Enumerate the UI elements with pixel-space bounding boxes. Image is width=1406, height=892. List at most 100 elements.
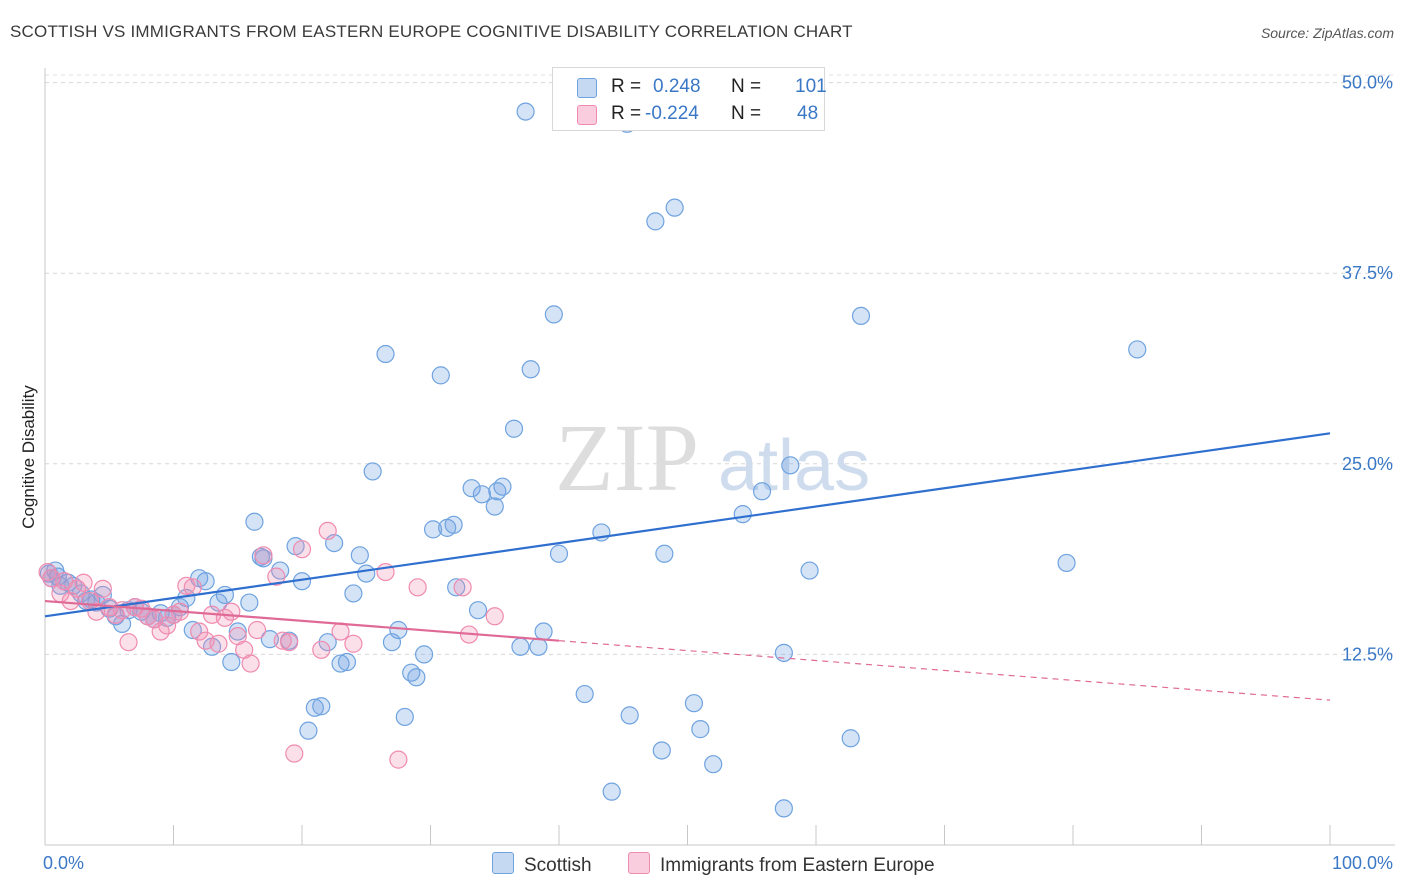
bottom-legend-scottish: Scottish <box>492 852 592 877</box>
point-scottish <box>431 366 450 385</box>
point-scottish <box>774 799 793 818</box>
point-immigrants <box>177 576 196 595</box>
point-immigrants <box>190 622 209 641</box>
point-scottish <box>752 482 772 501</box>
point-scottish <box>363 462 382 481</box>
point-immigrants <box>280 633 299 652</box>
point-scottish <box>511 637 530 656</box>
point-scottish <box>472 485 491 504</box>
legend-swatch-immigrants <box>577 105 597 125</box>
point-scottish <box>684 694 704 713</box>
point-scottish <box>414 645 434 664</box>
point-immigrants <box>74 573 93 592</box>
point-scottish <box>240 593 259 612</box>
legend-n-label: N = <box>731 103 762 124</box>
legend-r-value: 0.248 <box>653 76 701 97</box>
axes <box>44 68 1395 846</box>
point-immigrants <box>344 634 363 653</box>
point-scottish <box>485 497 504 516</box>
point-scottish <box>691 720 710 739</box>
point-scottish <box>549 544 569 563</box>
bottom-legend-swatch-scottish <box>492 852 514 874</box>
trend-line-immigrants <box>44 599 560 642</box>
point-scottish <box>228 622 247 641</box>
point-scottish <box>781 456 800 475</box>
point-immigrants <box>273 631 292 650</box>
point-scottish <box>655 544 674 563</box>
point-immigrants <box>222 602 241 621</box>
point-scottish <box>183 620 202 640</box>
point-scottish <box>444 515 463 534</box>
y-tick-label: 25.0% <box>1342 454 1393 474</box>
point-immigrants <box>292 540 312 559</box>
point-scottish <box>652 741 671 760</box>
trend-line-scottish <box>44 432 1331 618</box>
legend-r-label: R = <box>611 76 642 97</box>
point-scottish <box>851 306 871 326</box>
point-immigrants <box>312 640 331 659</box>
point-scottish <box>305 698 324 717</box>
point-scottish <box>389 620 408 640</box>
point-scottish <box>245 512 264 531</box>
point-scottish <box>462 479 481 498</box>
point-scottish <box>544 305 563 324</box>
point-scottish <box>337 652 357 672</box>
point-immigrants <box>247 620 267 640</box>
y-axis-label: Cognitive Disability <box>19 385 38 529</box>
point-scottish <box>575 684 594 704</box>
point-scottish <box>312 697 331 716</box>
x-tick-label: 100.0% <box>1332 853 1393 873</box>
point-scottish <box>299 721 318 740</box>
point-immigrants <box>267 567 286 586</box>
legend-n-label: N = <box>731 76 762 97</box>
bottom-legend-swatch-immigrants <box>628 852 650 874</box>
point-scottish <box>602 782 621 801</box>
point-scottish <box>516 102 535 121</box>
legend-r-label: R = <box>611 103 642 124</box>
point-scottish <box>800 561 819 580</box>
point-immigrants <box>318 521 337 541</box>
point-scottish <box>423 520 443 539</box>
point-scottish <box>331 654 350 673</box>
point-immigrants <box>485 607 504 626</box>
watermark: ZIP atlas <box>555 404 870 511</box>
x-tick-label: 0.0% <box>43 853 84 873</box>
point-scottish <box>395 707 414 727</box>
point-scottish <box>504 419 524 438</box>
point-scottish <box>704 755 723 774</box>
point-immigrants <box>285 744 304 763</box>
point-scottish <box>841 729 860 748</box>
point-scottish <box>447 578 466 597</box>
trend-line-immigrants-dashed <box>558 640 1331 701</box>
point-scottish <box>344 584 363 603</box>
point-scottish <box>468 601 488 620</box>
point-scottish <box>620 706 639 725</box>
grid-lines <box>45 74 1395 655</box>
point-scottish <box>350 546 369 565</box>
point-scottish <box>407 668 426 687</box>
point-scottish <box>534 622 553 641</box>
bottom-legend-label-scottish: Scottish <box>524 855 592 876</box>
legend-swatch-scottish <box>577 78 597 98</box>
legend-r-value: -0.224 <box>645 103 699 124</box>
point-immigrants <box>408 578 427 597</box>
point-scottish <box>357 564 376 583</box>
point-scottish <box>529 637 548 656</box>
point-scottish <box>521 360 540 379</box>
point-scottish <box>318 633 337 652</box>
point-scottish <box>493 477 512 496</box>
point-immigrants <box>389 750 408 769</box>
axis-labels: 12.5% 25.0% 37.5% 50.0% 0.0% 100.0% Cognitive … <box>19 73 1393 873</box>
point-scottish <box>222 652 241 672</box>
point-immigrants <box>209 634 228 653</box>
source-label: Source: ZipAtlas.com <box>1260 25 1394 41</box>
watermark-zip: ZIP <box>555 404 699 511</box>
chart-title: SCOTTISH VS IMMIGRANTS FROM EASTERN EURO… <box>10 22 853 41</box>
bottom-legend-label-immigrants: Immigrants from Eastern Europe <box>660 855 935 876</box>
point-scottish <box>1057 553 1076 573</box>
point-scottish <box>1128 340 1147 359</box>
point-scottish <box>376 344 395 364</box>
stats-legend: R = 0.248 N = 101 R = -0.224 N = 48 <box>552 67 827 131</box>
y-tick-label: 37.5% <box>1342 263 1393 283</box>
